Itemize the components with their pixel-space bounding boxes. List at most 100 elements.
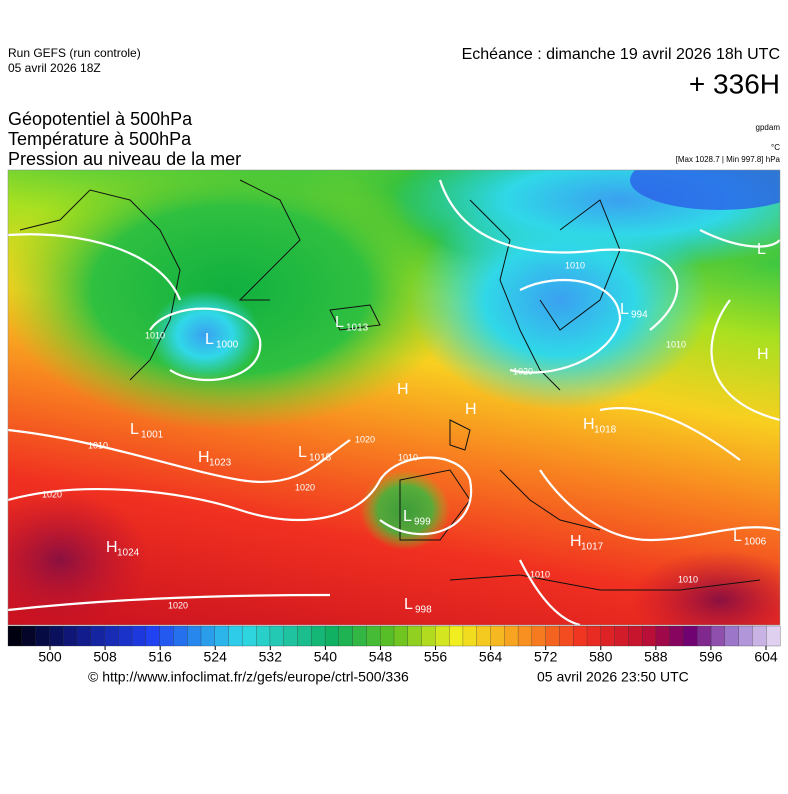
colorbar-swatch <box>710 625 726 647</box>
colorbar-tick-label: 524 <box>204 649 228 665</box>
colorbar-swatch <box>380 625 395 647</box>
center-kind: H <box>198 449 210 466</box>
colorbar-swatch <box>683 625 698 647</box>
isobar-label: 1010 <box>666 339 686 349</box>
unit-label: [Max 1028.7 | Min 997.8] hPa <box>676 155 781 164</box>
center-kind: L <box>130 421 139 438</box>
center-value: 1013 <box>346 323 369 334</box>
isobar-label: 1010 <box>398 452 418 462</box>
colorbar-swatch <box>338 625 354 647</box>
colorbar-swatch <box>421 625 436 647</box>
lead-time: + 336H <box>689 68 780 99</box>
colorbar-swatch <box>504 625 519 647</box>
colorbar-tick-label: 596 <box>699 649 723 665</box>
colorbar-swatch <box>559 625 574 647</box>
colorbar-swatch <box>462 625 478 647</box>
colorbar-swatch <box>614 625 629 647</box>
center-kind: L <box>404 596 413 613</box>
colorbar-swatch <box>104 625 119 647</box>
center-value: 994 <box>631 310 648 321</box>
colorbar-swatch <box>297 625 312 647</box>
colorbar-swatch <box>448 625 464 647</box>
map-frame <box>7 169 781 626</box>
colorbar-swatch <box>90 625 105 647</box>
center-value: 1023 <box>209 458 232 469</box>
center-value: 1018 <box>594 425 617 436</box>
colorbar-tick-label: 604 <box>754 649 778 665</box>
title-line: Géopotentiel à 500hPa <box>8 109 193 129</box>
colorbar-tick-label: 508 <box>93 649 117 665</box>
map-field <box>8 170 780 625</box>
center-kind: L <box>403 508 412 525</box>
isobar-label: 1020 <box>513 366 533 376</box>
colorbar-swatch <box>352 625 367 647</box>
colorbar-tick-label: 580 <box>589 649 613 665</box>
colorbar-swatch <box>738 625 753 647</box>
isobar-label: 1020 <box>168 600 188 610</box>
colorbar-swatch <box>118 625 133 647</box>
title-line: Température à 500hPa <box>8 129 192 149</box>
colorbar-swatch <box>517 625 533 647</box>
colorbar-swatch <box>187 625 202 647</box>
center-kind: H <box>397 381 409 398</box>
colorbar-swatch <box>269 625 285 647</box>
colorbar-tick-label: 500 <box>38 649 62 665</box>
run-label: Run GEFS (run controle) <box>8 46 141 60</box>
colorbar-swatch <box>628 625 643 647</box>
colorbar-swatch <box>586 625 602 647</box>
colorbar-tick-label: 572 <box>534 649 558 665</box>
center-value: 999 <box>414 517 431 528</box>
center-kind: L <box>620 301 629 318</box>
isobar-label: 1010 <box>145 330 165 340</box>
center-value: 1000 <box>216 340 239 351</box>
colorbar-swatch <box>531 625 547 647</box>
colorbar-tick-label: 588 <box>644 649 668 665</box>
colorbar-swatch <box>131 625 147 647</box>
colorbar-swatch <box>366 625 381 647</box>
colorbar-swatch <box>435 625 450 647</box>
isobar-label: 1020 <box>295 482 315 492</box>
colorbar-swatch <box>214 625 230 647</box>
isobar-label: 1020 <box>355 434 375 444</box>
colorbar-swatch <box>21 625 37 647</box>
colorbar-tick-label: 564 <box>479 649 503 665</box>
colorbar-swatch <box>159 625 174 647</box>
colorbar-swatch <box>242 625 257 647</box>
colorbar-swatch <box>476 625 491 647</box>
center-value: 1024 <box>117 548 140 559</box>
center-value: 1006 <box>744 537 767 548</box>
colorbar-swatch <box>200 625 216 647</box>
center-value: 998 <box>415 605 432 616</box>
colorbar-swatch <box>311 625 326 647</box>
colorbar-swatch <box>145 625 161 647</box>
center-kind: L <box>733 528 742 545</box>
isobar-label: 1010 <box>678 574 698 584</box>
source-link: © http://www.infoclimat.fr/z/gefs/europe… <box>88 669 409 685</box>
center-kind: H <box>583 416 595 433</box>
generated-time: 05 avril 2026 23:50 UTC <box>537 669 689 685</box>
colorbar-tick-label: 548 <box>369 649 393 665</box>
isobar-label: 1010 <box>565 260 585 270</box>
colorbar-swatch <box>697 625 712 647</box>
isobar-label: 1010 <box>88 440 108 450</box>
unit-label: gpdam <box>756 123 781 132</box>
colorbar-swatch <box>752 625 767 647</box>
colorbar-swatch <box>283 625 298 647</box>
colorbar-swatch <box>490 625 505 647</box>
colorbar-swatch <box>641 625 657 647</box>
run-date: 05 avril 2026 18Z <box>8 61 101 75</box>
colorbar-swatch <box>669 625 684 647</box>
colorbar-tick-label: 516 <box>148 649 172 665</box>
colorbar-swatch <box>655 625 671 647</box>
colorbar-swatch <box>35 625 50 647</box>
colorbar-swatch <box>49 625 64 647</box>
colorbar-swatch <box>324 625 340 647</box>
colorbar-swatch <box>62 625 78 647</box>
colorbar-swatch <box>545 625 560 647</box>
center-value: 1001 <box>141 430 164 441</box>
center-value: 1017 <box>581 542 604 553</box>
forecast-time: Echéance : dimanche 19 avril 2026 18h UT… <box>462 46 780 63</box>
center-kind: L <box>335 314 344 331</box>
colorbar-swatch <box>600 625 616 647</box>
